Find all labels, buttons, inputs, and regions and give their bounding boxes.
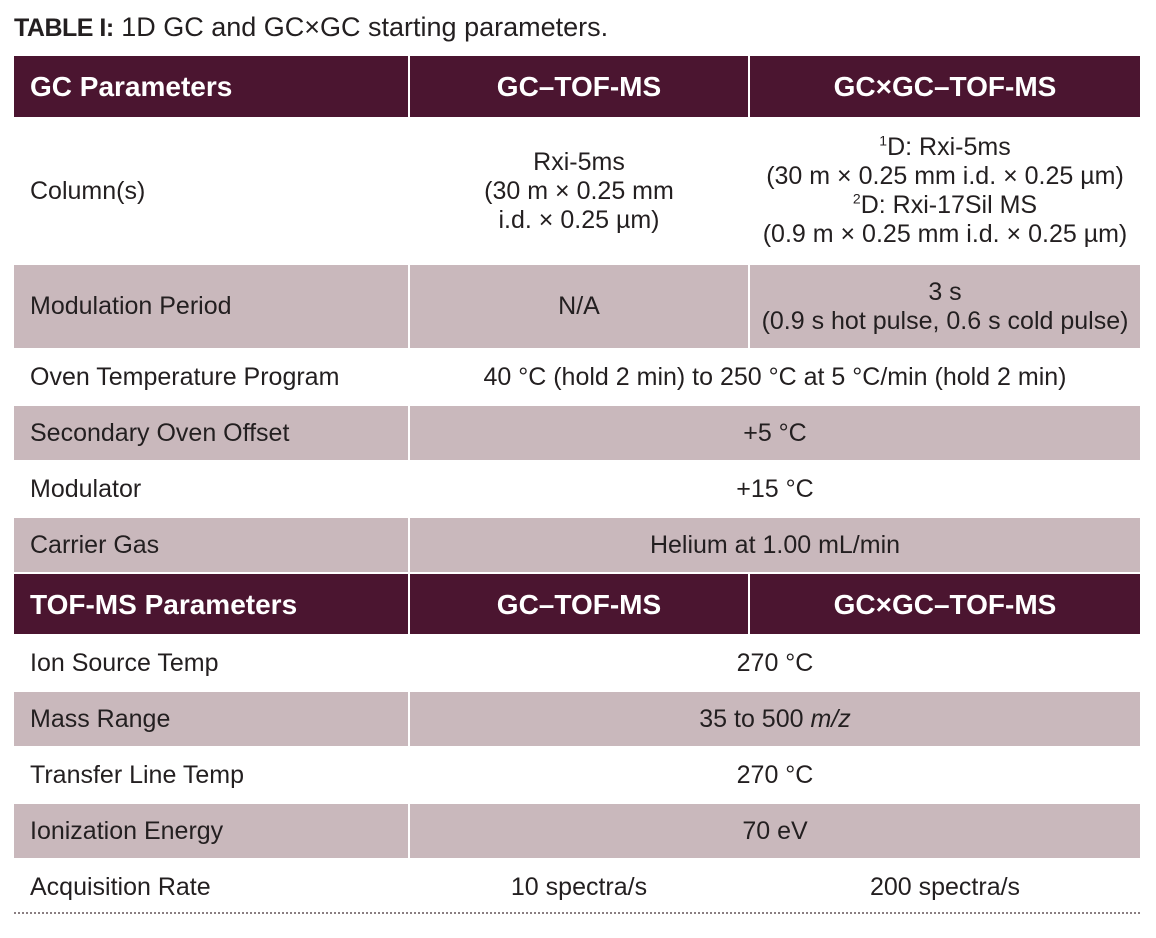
cell-line: (0.9 m × 0.25 mm i.d. × 0.25 µm) bbox=[762, 220, 1128, 248]
dotted-divider bbox=[14, 912, 1140, 914]
gc-tofms-cell: Rxi-5ms (30 m × 0.25 mm i.d. × 0.25 µm) bbox=[409, 117, 750, 264]
tof-parameters-heading: TOF-MS Parameters bbox=[14, 572, 410, 635]
tof-header-row: TOF-MS Parameters GC–TOF-MS GC×GC–TOF-MS bbox=[14, 572, 1140, 635]
merged-cell: 35 to 500 m/z bbox=[409, 690, 1140, 747]
cell-text: D: Rxi-5ms bbox=[887, 133, 1011, 161]
row-label: Modulator bbox=[14, 460, 410, 517]
table-row: Carrier Gas Helium at 1.00 mL/min bbox=[14, 516, 1140, 573]
gc-parameters-heading: GC Parameters bbox=[14, 56, 410, 118]
cell-line: i.d. × 0.25 µm) bbox=[498, 205, 660, 234]
unit-italic: m/z bbox=[810, 704, 851, 733]
table-row: Modulator +15 °C bbox=[14, 460, 1140, 517]
gc-tofms-heading: GC–TOF-MS bbox=[409, 572, 750, 635]
caption-text: 1D GC and GC×GC starting parameters. bbox=[113, 12, 609, 42]
row-label: Column(s) bbox=[14, 117, 410, 264]
table-row: Oven Temperature Program 40 °C (hold 2 m… bbox=[14, 348, 1140, 405]
cell-text: D: Rxi-17Sil MS bbox=[860, 191, 1038, 219]
cell-line: 1D: Rxi-5ms bbox=[750, 133, 1140, 162]
table-row: Mass Range 35 to 500 m/z bbox=[14, 690, 1140, 747]
gcxgc-tofms-heading: GC×GC–TOF-MS bbox=[749, 56, 1140, 118]
cell-line: (0.9 s hot pulse, 0.6 s cold pulse) bbox=[761, 306, 1129, 335]
table-row: Ionization Energy 70 eV bbox=[14, 802, 1140, 859]
cell-line: Rxi-5ms bbox=[533, 147, 625, 176]
merged-cell: Helium at 1.00 mL/min bbox=[409, 516, 1140, 573]
cell-line: (30 m × 0.25 mm bbox=[484, 176, 674, 205]
table-row: Acquisition Rate 10 spectra/s 200 spectr… bbox=[14, 858, 1140, 914]
row-label: Ionization Energy bbox=[14, 802, 410, 859]
cell-line: (30 m × 0.25 mm i.d. × 0.25 µm) bbox=[766, 162, 1124, 190]
row-label: Secondary Oven Offset bbox=[14, 404, 410, 461]
table-caption: TABLE I: 1D GC and GC×GC starting parame… bbox=[14, 10, 608, 44]
row-label: Acquisition Rate bbox=[14, 858, 410, 914]
cell-text: 35 to 500 bbox=[699, 704, 811, 733]
gc-header-row: GC Parameters GC–TOF-MS GC×GC–TOF-MS bbox=[14, 56, 1140, 118]
merged-cell: 270 °C bbox=[409, 634, 1140, 691]
cell-line: 3 s bbox=[928, 277, 962, 306]
merged-cell: +5 °C bbox=[409, 404, 1140, 461]
row-label: Oven Temperature Program bbox=[14, 348, 410, 405]
gc-tofms-cell: N/A bbox=[409, 263, 750, 349]
gc-tofms-cell: 10 spectra/s bbox=[409, 858, 750, 914]
parameters-table: GC Parameters GC–TOF-MS GC×GC–TOF-MS Col… bbox=[14, 56, 1140, 914]
cell-line: 2D: Rxi-17Sil MS bbox=[750, 191, 1140, 220]
gc-tofms-heading: GC–TOF-MS bbox=[409, 56, 750, 118]
row-label: Mass Range bbox=[14, 690, 410, 747]
superscript: 1 bbox=[879, 132, 888, 149]
row-label: Modulation Period bbox=[14, 263, 410, 349]
table-row: Modulation Period N/A 3 s (0.9 s hot pul… bbox=[14, 263, 1140, 349]
merged-cell: 270 °C bbox=[409, 746, 1140, 803]
merged-cell: 70 eV bbox=[409, 802, 1140, 859]
gcxgc-tofms-cell: 1D: Rxi-5ms (30 m × 0.25 mm i.d. × 0.25 … bbox=[749, 117, 1140, 264]
row-label: Transfer Line Temp bbox=[14, 746, 410, 803]
table-row: Column(s) Rxi-5ms (30 m × 0.25 mm i.d. ×… bbox=[14, 117, 1140, 264]
gcxgc-tofms-cell: 200 spectra/s bbox=[749, 858, 1140, 914]
table-row: Transfer Line Temp 270 °C bbox=[14, 746, 1140, 803]
caption-lead: TABLE I: bbox=[14, 14, 114, 42]
row-label: Ion Source Temp bbox=[14, 634, 410, 691]
superscript: 2 bbox=[852, 190, 861, 207]
merged-cell: 40 °C (hold 2 min) to 250 °C at 5 °C/min… bbox=[409, 348, 1140, 405]
table-row: Secondary Oven Offset +5 °C bbox=[14, 404, 1140, 461]
merged-cell: +15 °C bbox=[409, 460, 1140, 517]
row-label: Carrier Gas bbox=[14, 516, 410, 573]
table-row: Ion Source Temp 270 °C bbox=[14, 634, 1140, 691]
gcxgc-tofms-cell: 3 s (0.9 s hot pulse, 0.6 s cold pulse) bbox=[749, 263, 1140, 349]
gcxgc-tofms-heading: GC×GC–TOF-MS bbox=[749, 572, 1140, 635]
